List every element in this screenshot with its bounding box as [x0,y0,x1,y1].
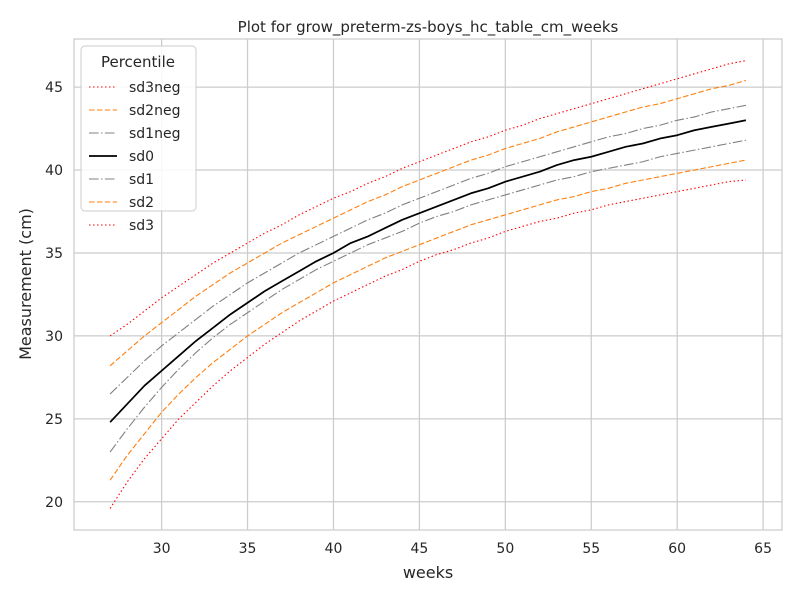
legend-label-sd3: sd3 [129,218,154,234]
series-line-sd0 [109,119,747,423]
x-tick-label: 45 [410,541,428,557]
legend: Percentile sd3negsd2negsd1negsd0sd1sd2sd… [80,45,197,234]
y-tick-label: 25 [45,412,63,428]
series-line-sd1 [109,104,747,395]
series-line-sd2neg [109,159,747,481]
legend-label-sd1: sd1 [129,172,154,188]
y-tick-label: 40 [45,163,63,179]
series-line-sd1neg [109,139,747,453]
legend-label-sd0: sd0 [129,149,154,165]
legend-items: sd3neg sd2neg sd1neg sd0 sd1 sd2 sd3 [89,80,180,234]
x-tick-label: 50 [496,541,514,557]
series-line-sd3 [109,60,747,337]
tick-label-layer: 30 35 40 45 50 55 60 65 20 25 30 35 40 45 [45,80,772,557]
plot-frame [73,38,783,531]
x-tick-label: 55 [582,541,600,557]
y-tick-label: 20 [45,495,63,511]
chart-title: Plot for grow_preterm-zs-boys_hc_table_c… [238,18,619,37]
series-line-sd3neg [109,179,746,509]
x-tick-label: 60 [668,541,686,557]
legend-label-sd2: sd2 [129,195,154,211]
legend-label-sd2neg: sd2neg [129,103,180,119]
x-tick-label: 40 [325,541,343,557]
y-axis-label: Measurement (cm) [16,208,35,360]
series-layer [109,60,747,509]
x-tick-label: 65 [754,541,772,557]
x-tick-label: 30 [153,541,171,557]
grid-layer [74,39,782,530]
x-axis-label: weeks [403,563,453,582]
y-tick-label: 45 [45,80,63,96]
series-line-sd2 [109,79,747,367]
legend-label-sd3neg: sd3neg [129,80,180,96]
y-tick-label: 30 [45,329,63,345]
x-tick-label: 35 [239,541,257,557]
legend-label-sd1neg: sd1neg [129,126,180,142]
legend-title: Percentile [101,53,175,71]
y-tick-label: 35 [45,246,63,262]
